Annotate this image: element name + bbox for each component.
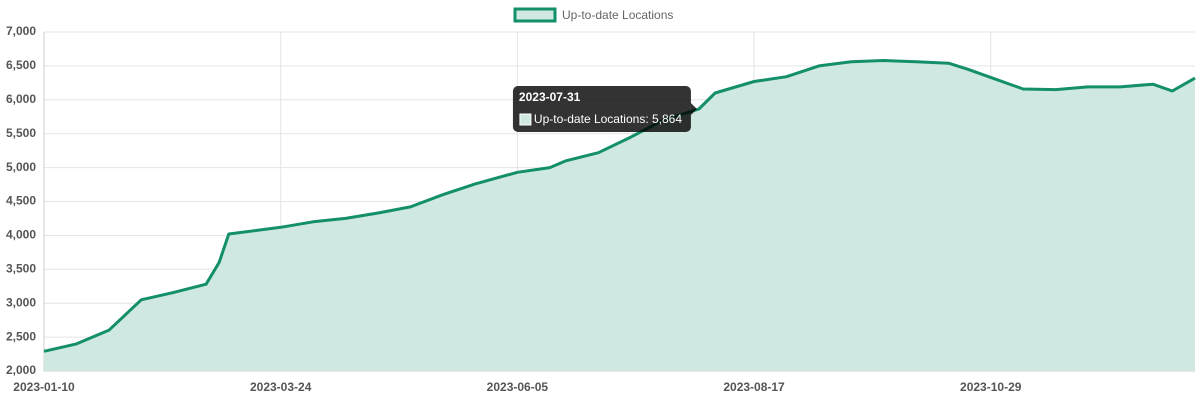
x-tick-label: 2023-08-17 bbox=[723, 380, 785, 394]
x-tick-label: 2023-10-29 bbox=[960, 380, 1022, 394]
y-tick-label: 5,000 bbox=[6, 160, 36, 174]
y-tick-label: 2,000 bbox=[6, 363, 36, 377]
tooltip-label: Up-to-date Locations: 5,864 bbox=[534, 112, 682, 126]
y-tick-label: 6,000 bbox=[6, 92, 36, 106]
x-tick-label: 2023-01-10 bbox=[13, 380, 75, 394]
y-tick-label: 2,500 bbox=[6, 329, 36, 343]
y-tick-label: 4,500 bbox=[6, 194, 36, 208]
legend-swatch[interactable] bbox=[513, 7, 557, 23]
line bbox=[43, 59, 1196, 353]
x-tick-label: 2023-03-24 bbox=[250, 380, 312, 394]
x-tick-label: 2023-06-05 bbox=[487, 380, 549, 394]
y-tick-label: 3,000 bbox=[6, 295, 36, 309]
y-tick-label: 7,000 bbox=[6, 24, 36, 38]
area bbox=[44, 60, 1195, 371]
y-tick-label: 6,500 bbox=[6, 58, 36, 72]
legend-label: Up-to-date Locations bbox=[562, 8, 673, 22]
tooltip-box bbox=[512, 86, 691, 132]
tooltip: 2023-07-31 Up-to-date Locations: 5,864 bbox=[512, 86, 697, 132]
y-tick-label: 5,500 bbox=[6, 126, 36, 140]
tooltip-title: 2023-07-31 bbox=[519, 90, 581, 104]
y-tick-label: 4,000 bbox=[6, 228, 36, 242]
tooltip-swatch bbox=[519, 113, 532, 126]
tooltip-caret bbox=[690, 103, 697, 116]
y-tick-label: 3,500 bbox=[6, 261, 36, 275]
